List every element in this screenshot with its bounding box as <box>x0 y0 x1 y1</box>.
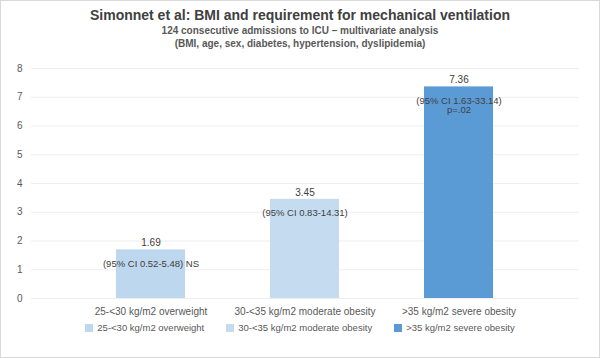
html-text:30-<35 kg/m2 moderate obesity: 30-<35 kg/m2 moderate obesity <box>238 322 373 333</box>
html-text:124 consecutive admissions to: 124 consecutive admissions to ICU – mult… <box>161 25 439 36</box>
svg-text:>35 kg/m2 severe obesity: >35 kg/m2 severe obesity <box>402 306 516 317</box>
svg-text:0: 0 <box>17 293 23 304</box>
html-text:>35 kg/m2 severe obesity: >35 kg/m2 severe obesity <box>406 322 515 333</box>
svg-text:7.36: 7.36 <box>449 74 469 85</box>
svg-text:2: 2 <box>17 235 23 246</box>
svg-text:6: 6 <box>17 120 23 131</box>
svg-text:(95% CI 1.63-33.14)p=.02: (95% CI 1.63-33.14)p=.02 <box>416 95 502 116</box>
svg-text:8: 8 <box>17 63 23 74</box>
svg-text:1: 1 <box>17 264 23 275</box>
html-text:Simonnet et al: BMI and requir: Simonnet et al: BMI and requirement for … <box>90 7 510 23</box>
svg-text:3: 3 <box>17 206 23 217</box>
svg-text:3.45: 3.45 <box>295 187 315 198</box>
svg-text:7: 7 <box>17 91 23 102</box>
svg-text:(95% CI 0.83-14.31): (95% CI 0.83-14.31) <box>262 207 348 218</box>
svg-text:4: 4 <box>17 178 23 189</box>
html-text:(BMI, age, sex, diabetes, hype: (BMI, age, sex, diabetes, hypertension, … <box>174 38 426 49</box>
html-text:25-<30 kg/m2 overweight: 25-<30 kg/m2 overweight <box>97 322 205 333</box>
svg-text:(95% CI 0.52-5.48) NS: (95% CI 0.52-5.48) NS <box>103 258 199 269</box>
svg-text:30-<35 kg/m2 moderate obesity: 30-<35 kg/m2 moderate obesity <box>235 306 376 317</box>
svg-text:25-<30 kg/m2 overweight: 25-<30 kg/m2 overweight <box>95 306 208 317</box>
svg-text:1.69: 1.69 <box>141 237 161 248</box>
svg-text:5: 5 <box>17 149 23 160</box>
